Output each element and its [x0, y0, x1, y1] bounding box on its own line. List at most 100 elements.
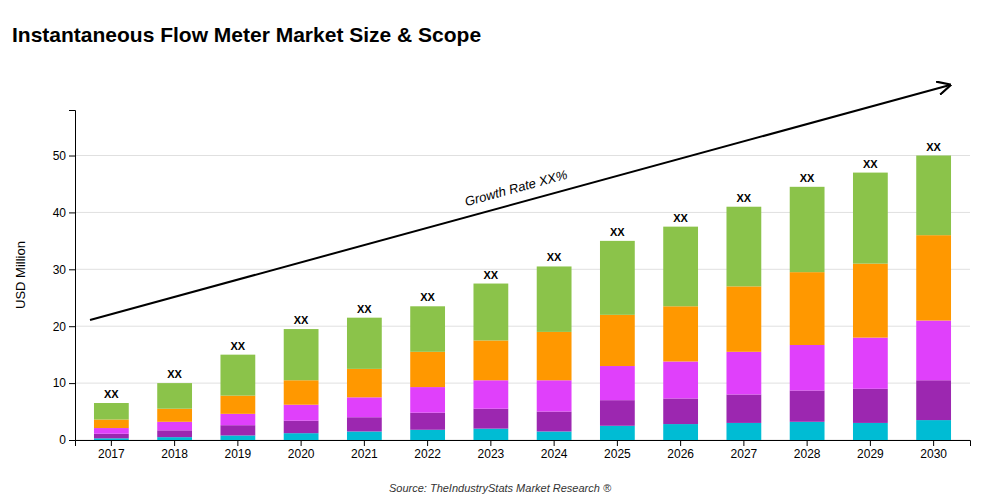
bar-segment — [726, 286, 761, 351]
x-tick-mark — [617, 440, 618, 446]
bar-segment — [284, 433, 319, 440]
y-tick-label: 20 — [53, 320, 67, 334]
bar-segment — [853, 423, 888, 440]
grid — [75, 156, 970, 440]
grid-line — [75, 269, 970, 270]
bar-segment — [663, 398, 698, 424]
x-tick-label: 2029 — [857, 447, 884, 461]
total-label: XX — [673, 212, 688, 224]
x-tick-label: 2024 — [541, 447, 568, 461]
bar-segment — [600, 426, 635, 440]
bar-segment — [157, 437, 192, 440]
total-label: XX — [357, 303, 372, 315]
bar-segment — [347, 431, 382, 440]
x-tick-mark — [870, 440, 871, 446]
bar-segment — [220, 396, 255, 414]
bar-segment — [157, 430, 192, 437]
bar-segment — [916, 156, 951, 236]
bar-segment — [220, 414, 255, 425]
bar-segment — [347, 417, 382, 431]
x-tick-label: 2018 — [161, 447, 188, 461]
x-tick-label: 2027 — [731, 447, 758, 461]
bar-segment — [916, 420, 951, 440]
y-tick-label: 30 — [53, 263, 67, 277]
bar-segment — [600, 241, 635, 315]
x-tick-label: 2023 — [478, 447, 505, 461]
y-tick: 0 — [59, 433, 75, 447]
y-tick-mark — [69, 383, 75, 384]
total-label: XX — [926, 141, 941, 153]
bar-segment — [284, 405, 319, 421]
bar-segment — [916, 321, 951, 381]
y-tick-label: 10 — [53, 376, 67, 390]
source-note: Source: TheIndustryStats Market Research… — [389, 482, 612, 494]
bar-segment — [853, 389, 888, 423]
bar-segment — [916, 380, 951, 420]
bar-segment — [790, 187, 825, 272]
x-tick: 2024 — [541, 440, 568, 461]
bar-segment — [94, 434, 129, 439]
y-tick-mark — [69, 212, 75, 213]
y-tick: 40 — [53, 206, 75, 220]
y-tick: 30 — [53, 263, 75, 277]
bar-segment — [790, 422, 825, 440]
grid-line — [75, 155, 970, 156]
bar-segment — [410, 306, 445, 352]
total-label: XX — [737, 192, 752, 204]
x-tick-mark — [554, 440, 555, 446]
x-tick: 2025 — [604, 440, 631, 461]
x-tick: 2030 — [920, 440, 947, 461]
y-axis: 01020304050 — [53, 111, 76, 448]
bar-segment — [537, 412, 572, 432]
grid-line — [75, 326, 970, 327]
x-tick: 2029 — [857, 440, 884, 461]
bar-segment — [220, 425, 255, 435]
y-axis-title: USD Million — [13, 241, 28, 309]
bar-segment — [94, 420, 129, 429]
x-tick-mark — [933, 440, 934, 446]
x-tick-mark — [680, 440, 681, 446]
x-tick-mark — [807, 440, 808, 446]
bar-segment — [663, 424, 698, 440]
x-axis: 2017201820192020202120222023202420252026… — [76, 440, 971, 461]
total-label: XX — [420, 291, 435, 303]
bar-segment — [157, 422, 192, 431]
chart-container: 2017201820192020202120222023202420252026… — [0, 0, 1000, 500]
bar-segment — [726, 394, 761, 422]
y-tick-mark — [69, 269, 75, 270]
bar-segment — [410, 430, 445, 440]
x-tick-label: 2025 — [604, 447, 631, 461]
bar-segment — [284, 421, 319, 434]
x-tick-label: 2020 — [288, 447, 315, 461]
bar-segment — [220, 355, 255, 396]
y-tick-mark — [69, 156, 75, 157]
x-tick: 2017 — [98, 440, 125, 461]
x-tick-mark — [427, 440, 428, 446]
bar-segment — [853, 173, 888, 264]
y-tick-label: 40 — [53, 206, 67, 220]
bar-segment — [537, 332, 572, 380]
x-tick-mark — [364, 440, 365, 446]
bar-segment — [790, 272, 825, 345]
x-tick-label: 2022 — [414, 447, 441, 461]
x-tick-mark — [490, 440, 491, 446]
bar-segment — [157, 383, 192, 409]
x-tick-label: 2028 — [794, 447, 821, 461]
x-tick-mark — [174, 440, 175, 446]
bar-segment — [347, 318, 382, 369]
x-tick: 2018 — [161, 440, 188, 461]
x-axis-line — [76, 441, 971, 447]
x-tick-label: 2026 — [667, 447, 694, 461]
x-tick: 2027 — [731, 440, 758, 461]
bar-series — [94, 156, 951, 420]
bar-segment — [663, 227, 698, 307]
y-axis-line — [69, 111, 76, 441]
bar-segment — [726, 352, 761, 395]
bar-segment — [726, 207, 761, 287]
bar-segment — [916, 235, 951, 320]
y-tick-mark — [69, 326, 75, 327]
growth-arrow — [90, 85, 950, 320]
bar-segment — [600, 366, 635, 400]
x-tick: 2023 — [478, 440, 505, 461]
total-label: XX — [863, 158, 878, 170]
